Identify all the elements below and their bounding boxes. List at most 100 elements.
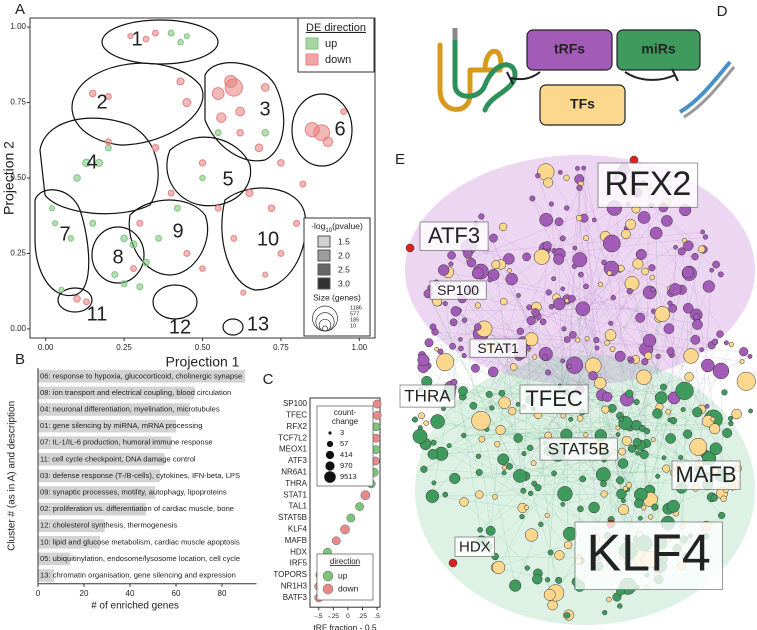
pvalue-swatch: [317, 263, 331, 276]
network-node: [617, 603, 623, 609]
scatter-point: [52, 220, 59, 227]
network-node: [575, 214, 583, 222]
x-axis-label: Projection 1: [166, 354, 240, 370]
network-edge: [426, 381, 530, 400]
cluster-label: 6: [334, 118, 345, 140]
bar-category-label: 08: ion transport and electrical couplin…: [40, 388, 231, 397]
network-label: STAT5B: [548, 440, 610, 459]
network-node: [592, 217, 597, 223]
bar-category-label: 10: lipid and glucose metabolism, cardia…: [40, 537, 240, 546]
network-node: [450, 306, 461, 317]
cluster-label: 2: [96, 91, 107, 113]
bar-category-label: 04: neuronal differentiation, myelinatio…: [40, 405, 220, 414]
network-node: [405, 243, 415, 253]
cluster-label: 9: [172, 220, 183, 242]
network-node: [448, 558, 458, 568]
network-edge: [563, 283, 633, 329]
panel-label: A: [15, 1, 25, 18]
x-tick-label: 40: [126, 589, 135, 598]
network-node: [566, 363, 573, 369]
x-tick-label: 20: [80, 589, 89, 598]
network-node: [487, 366, 499, 378]
network-node: [575, 337, 581, 343]
network-node: [498, 389, 506, 397]
network-node: [604, 329, 617, 341]
network-node: [641, 267, 649, 276]
network-node: [530, 460, 537, 466]
network-label-box: [399, 384, 456, 408]
y-tick-label: TFEC: [286, 411, 307, 420]
scatter-point: [136, 283, 144, 291]
network-node: [606, 270, 613, 276]
network-edge: [553, 278, 716, 343]
bar: [38, 569, 55, 582]
network-node: [606, 596, 612, 603]
network-node: [600, 480, 607, 488]
bar-category-label: 06: response to hypoxia, glucocorticoid,…: [40, 371, 242, 380]
network-node: [559, 235, 566, 242]
network-node: [602, 391, 613, 402]
scatter-point: [214, 204, 222, 212]
network-node: [551, 470, 557, 477]
legend-swatch: [322, 583, 334, 595]
legend-title: direction: [330, 557, 360, 566]
scatter-point: [199, 174, 206, 182]
network-node: [551, 276, 556, 281]
network-node: [505, 272, 518, 286]
network-node: [603, 234, 621, 253]
legend-swatch: [322, 570, 334, 582]
bar-category-label: 13: chromatin organisation, gene silenci…: [40, 571, 236, 580]
network-node: [577, 505, 584, 513]
bar: [38, 403, 190, 416]
network-label: SP100: [437, 282, 479, 298]
network-node: [632, 258, 644, 270]
network-label-box: [419, 221, 489, 251]
network-node: [709, 423, 721, 435]
panel-label: E: [395, 151, 405, 168]
network-node: [539, 212, 554, 227]
network-node: [692, 313, 701, 321]
cluster-label: 13: [247, 313, 269, 335]
network-node: [691, 252, 699, 261]
cluster-outlines: [34, 19, 353, 336]
scatter-point: [167, 189, 175, 197]
diagram-node: [526, 29, 613, 71]
scatter-point: [89, 219, 97, 227]
cluster-outline: [221, 187, 307, 291]
network-edge: [420, 436, 676, 514]
diagram-node-label: miRs: [641, 41, 675, 57]
network-edge: [500, 423, 731, 431]
network-node: [678, 455, 684, 460]
y-tick-label: STAT5B: [278, 513, 307, 522]
y-tick-label: 0.25: [10, 249, 26, 258]
network-node: [545, 369, 551, 376]
scatter-point: [230, 234, 238, 242]
scatter-point: [267, 204, 276, 212]
network-node: [524, 565, 530, 571]
network-node: [417, 354, 430, 367]
network-node: [500, 297, 508, 306]
network-node: [489, 405, 495, 411]
network-node: [471, 363, 480, 373]
network-edge: [629, 376, 690, 394]
y-tick-label: IRF5: [290, 559, 308, 568]
network-edge: [607, 390, 685, 398]
network-node: [537, 163, 555, 181]
network-node: [553, 253, 565, 265]
x-axis-label: tRF fraction - 0.5: [313, 622, 377, 630]
network-edge: [432, 326, 531, 448]
network-node: [534, 484, 542, 492]
network-node: [723, 340, 729, 346]
mrna-icon: [683, 66, 736, 119]
network-node: [508, 407, 517, 416]
y-tick-label: TOPORS: [273, 570, 307, 579]
cluster-outline: [222, 318, 244, 336]
network-edge: [537, 487, 571, 534]
network-node: [553, 297, 566, 311]
network-node: [621, 229, 631, 239]
network-node: [560, 413, 566, 419]
pvalue-label: 1.5: [338, 236, 350, 246]
network-node: [575, 301, 591, 317]
network-node: [543, 177, 554, 188]
network-node: [669, 283, 682, 296]
